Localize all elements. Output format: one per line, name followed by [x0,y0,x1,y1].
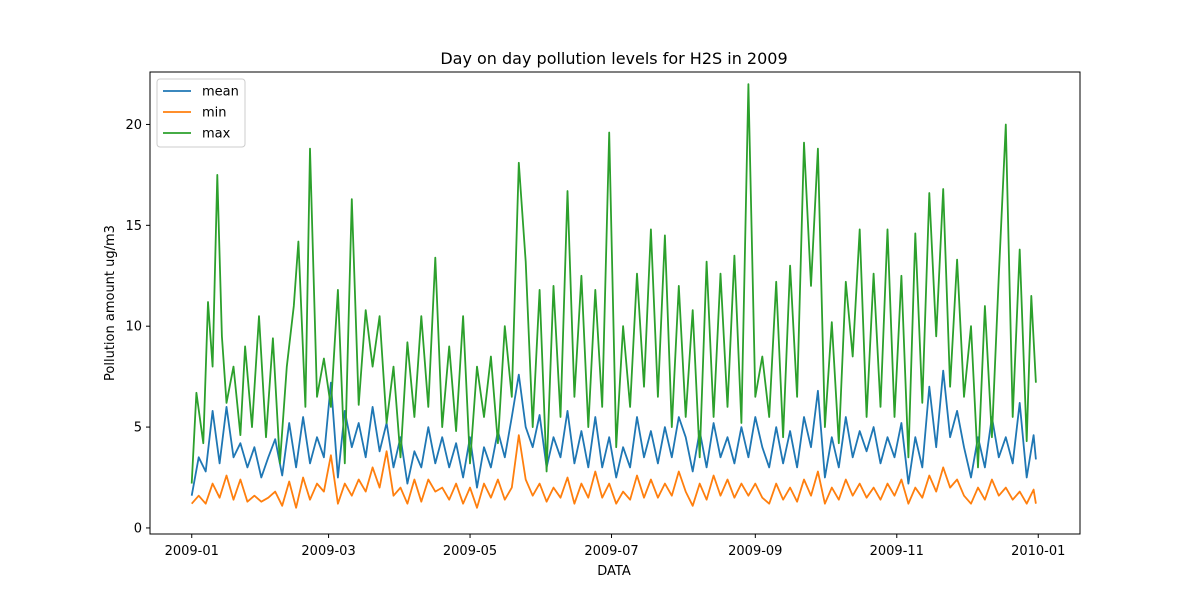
series-line-mean [190,369,1037,496]
legend-label-min: min [202,106,227,121]
y-axis-label: Pollution amount ug/m3 [103,225,118,381]
series-line-max [190,83,1037,484]
plot-frame [149,71,1081,535]
chart-title: Day on day pollution levels for H2S in 2… [440,49,787,68]
y-tick-label: 20 [125,118,142,133]
legend-label-max: max [202,127,231,142]
x-tick-label: 2009-11 [870,544,924,559]
y-tick-label: 0 [134,521,142,536]
x-axis-ticks: 2009-01 2009-03 2009-05 2009-07 2009-09 2009-… [165,534,1065,559]
x-axis-label: DATA [597,564,631,579]
series-line-min [191,434,1037,509]
y-tick-label: 10 [125,320,142,335]
legend: mean min max [156,78,246,148]
y-tick-label: 15 [125,219,142,234]
x-tick-label: 2009-03 [301,544,355,559]
x-tick-label: 2009-01 [165,544,219,559]
x-tick-label: 2010-01 [1011,544,1065,559]
legend-label-mean: mean [202,85,239,100]
x-tick-label: 2009-09 [728,544,782,559]
legend-box [156,78,246,148]
series-layer [190,83,1037,509]
y-tick-label: 5 [134,421,142,436]
y-axis-ticks: 0 5 10 15 20 [125,118,150,536]
x-tick-label: 2009-07 [584,544,638,559]
x-tick-label: 2009-05 [443,544,497,559]
